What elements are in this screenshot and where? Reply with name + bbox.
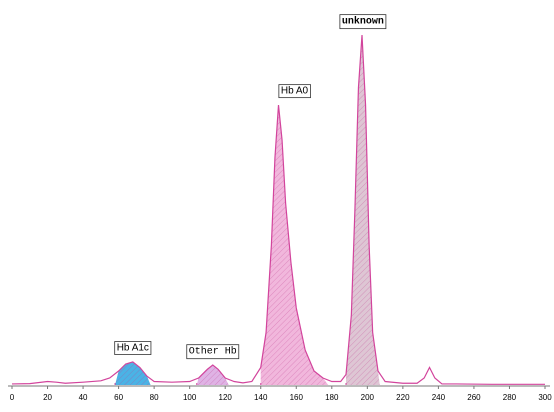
label-box [114, 341, 152, 355]
x-tick-label: 240 [432, 393, 446, 402]
peak-hatch [196, 365, 229, 385]
x-tick-label: 120 [219, 393, 233, 402]
x-tick-label: 220 [396, 393, 410, 402]
x-tick-label: 60 [114, 393, 123, 402]
x-tick-label: 80 [150, 393, 159, 402]
x-tick-label: 280 [503, 393, 517, 402]
peak-label: unknown [339, 14, 387, 30]
x-tick-label: 20 [43, 393, 52, 402]
peak-label: Hb A1c [114, 341, 152, 355]
label-text: Other Hb [189, 346, 237, 358]
peak-label: Other Hb [186, 344, 240, 360]
x-tick-label: 180 [325, 393, 339, 402]
peak-hatch [115, 361, 151, 385]
label-box [339, 14, 387, 30]
x-tick-label: 200 [361, 393, 375, 402]
x-tick-label: 160 [290, 393, 304, 402]
label-text: unknown [342, 16, 384, 28]
x-tick-label: 100 [183, 393, 197, 402]
x-tick-label: 140 [254, 393, 268, 402]
x-tick-label: 40 [79, 393, 88, 402]
x-tick-label: 300 [538, 393, 552, 402]
x-tick-label: 0 [10, 393, 15, 402]
peak-hatch [346, 35, 380, 385]
peak-label: Hb A0 [278, 84, 311, 99]
label-box [278, 84, 311, 99]
label-text: Hb A0 [281, 86, 309, 97]
peak-hatch [260, 105, 329, 385]
trace-line [11, 34, 545, 385]
x-tick-label: 260 [467, 393, 481, 402]
label-box [186, 344, 240, 360]
label-text: Hb A1c [117, 343, 149, 354]
